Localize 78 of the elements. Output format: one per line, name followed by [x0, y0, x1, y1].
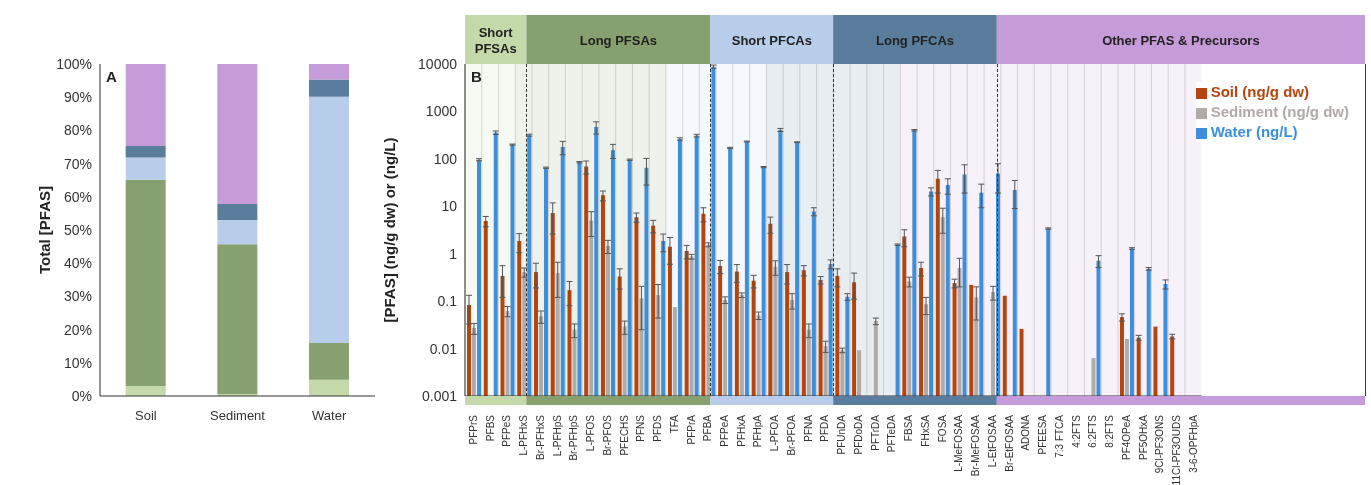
y-tick-label: 1 — [449, 245, 458, 262]
x-tick-label: FOSA — [936, 414, 948, 443]
band-label: Short PFSAs — [474, 24, 517, 55]
x-tick-label: L-PFHxS — [518, 414, 530, 456]
x-tick-label: 7:3 FTCA — [1053, 414, 1065, 458]
x-tick-label: PFPeS — [501, 414, 513, 447]
x-tick-label: PFUnDA — [836, 414, 848, 455]
y-axis-title: Total [PFAS] — [35, 185, 53, 275]
x-tick-label: PFDA — [819, 414, 831, 442]
band-label: Other PFAS & Precursors — [1102, 32, 1260, 47]
x-tick-label: PFPrS — [467, 414, 479, 445]
x-tick-label: 6:2FTS — [1087, 414, 1099, 448]
annotation: A — [106, 68, 117, 85]
x-tick-label: PFTrDA — [869, 414, 881, 451]
y-tick-label: 100% — [56, 55, 92, 72]
x-tick-label: Br-PFOA — [785, 414, 797, 456]
x-tick-label: PFEESA — [1037, 414, 1049, 455]
x-tick-label: L-MeFOSAA — [953, 414, 965, 472]
x-tick-label: PFECHS — [618, 414, 630, 456]
x-tick-label: 9Cl-PF3ONS — [1154, 414, 1166, 474]
x-tick-label: L-PFHpS — [551, 414, 563, 457]
y-tick-label: 20% — [63, 321, 92, 338]
x-tick-label: PFDoDA — [852, 414, 864, 455]
y-tick-label: 40% — [63, 255, 92, 272]
x-tick-label: PFTeDA — [886, 414, 898, 453]
legend-label: Sediment (ng/g dw) — [1210, 103, 1349, 120]
x-tick-label: Br-MeFOSAA — [970, 414, 982, 477]
annotation: B — [471, 68, 482, 85]
x-tick-label: PFHxA — [735, 414, 747, 447]
x-tick-label: Sediment — [210, 408, 266, 423]
x-tick-label: FHxSA — [919, 414, 931, 447]
x-tick-label: 3-6-OPFHpA — [1187, 414, 1199, 473]
x-tick-label: 11Cl-PF3OUDS — [1171, 414, 1183, 485]
x-tick-label: ADONA — [1020, 414, 1032, 451]
y-tick-label: 0.001 — [421, 387, 458, 404]
legend-label: Water (ng/L) — [1210, 123, 1298, 140]
x-tick-label: PFDS — [652, 414, 664, 442]
x-tick-label: PFNS — [635, 414, 647, 442]
x-tick-label: PFBS — [484, 414, 496, 442]
x-tick-label: L-EtFOSAA — [986, 414, 998, 468]
y-tick-label: 0.1 — [437, 293, 458, 310]
y-tick-label: 0% — [71, 387, 92, 404]
x-tick-label: PFBA — [702, 414, 714, 442]
x-tick-label: Br-EtFOSAA — [1003, 414, 1015, 472]
y-tick-label: 10000 — [418, 55, 458, 72]
y-tick-label: 70% — [63, 155, 92, 172]
y-tick-label: 30% — [63, 288, 92, 305]
legend-label: Soil (ng/g dw) — [1210, 83, 1309, 100]
y-tick-label: 1000 — [425, 103, 458, 120]
band-label: Long PFSAs — [579, 32, 658, 47]
x-tick-label: PFPrA — [685, 414, 697, 445]
y-axis-title: [PFAS] (ng/g dw) or (ng/L) — [380, 137, 398, 323]
x-tick-label: TFA — [668, 414, 680, 434]
x-tick-label: PF4OPeA — [1120, 414, 1132, 461]
x-tick-label: FBSA — [903, 414, 915, 442]
y-tick-label: 90% — [63, 89, 92, 106]
x-tick-label: 8:2FTS — [1104, 414, 1116, 448]
x-tick-label: L-PFOS — [585, 414, 597, 452]
y-tick-label: 10 — [441, 198, 458, 215]
y-tick-label: 50% — [63, 221, 92, 238]
x-tick-label: PFHpA — [752, 414, 764, 448]
band-label: Short PFCAs — [731, 32, 812, 47]
y-tick-label: 60% — [63, 188, 92, 205]
y-tick-label: 0.01 — [429, 340, 458, 357]
x-tick-label: PF5OHxA — [1137, 414, 1149, 461]
y-tick-label: 100 — [433, 150, 458, 167]
y-tick-label: 10% — [63, 354, 92, 371]
x-tick-label: 4:2FTS — [1070, 414, 1082, 448]
x-tick-label: Br-PFHxS — [534, 414, 546, 460]
x-tick-label: Br-PFOS — [601, 414, 613, 456]
x-tick-label: PFPeA — [719, 414, 731, 447]
x-tick-label: Soil — [134, 408, 157, 423]
x-tick-label: Br-PFHpS — [568, 414, 580, 461]
y-tick-label: 80% — [63, 122, 92, 139]
x-tick-label: PFNA — [802, 414, 814, 442]
x-tick-label: L-PFOA — [769, 414, 781, 452]
x-tick-label: Water — [312, 408, 347, 423]
band-label: Long PFCAs — [876, 32, 954, 47]
